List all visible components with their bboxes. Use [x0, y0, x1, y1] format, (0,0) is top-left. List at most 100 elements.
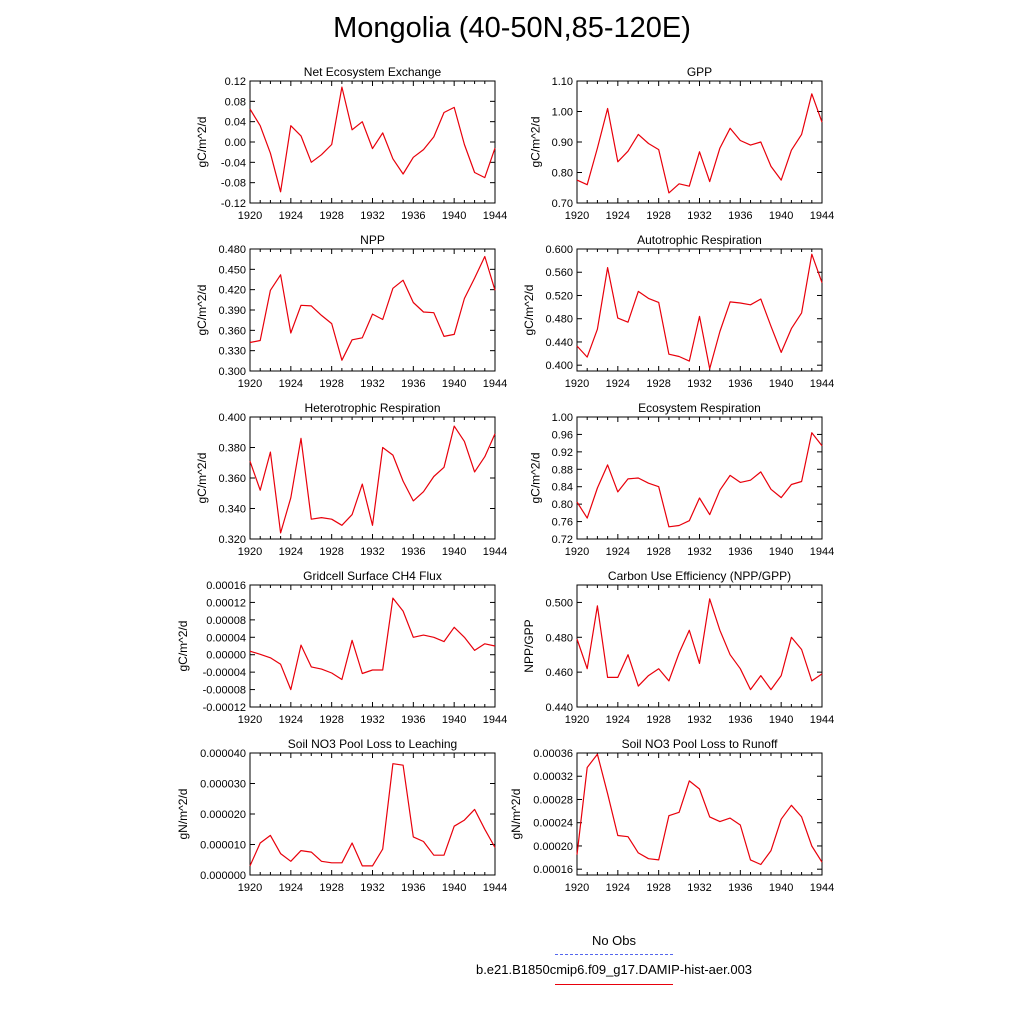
chart-6-frame — [576, 416, 823, 540]
chart-2-xtick-label: 1944 — [810, 210, 834, 222]
chart-7-ytick-label: 0.00012 — [206, 597, 246, 609]
chart-8-xtick-label: 1928 — [646, 714, 670, 726]
chart-1-xtick-label: 1924 — [279, 210, 303, 222]
chart-7-title: Gridcell Surface CH4 Flux — [303, 569, 442, 583]
chart-4-ytick-label: 0.400 — [545, 360, 573, 372]
chart-7-xtick-label: 1940 — [442, 714, 466, 726]
chart-4-ytick-label: 0.480 — [545, 314, 573, 326]
chart-3-ytick-label: 0.360 — [218, 325, 246, 337]
chart-5-ytick-label: 0.320 — [218, 534, 246, 546]
chart-4-xtick-label: 1944 — [810, 378, 834, 390]
legend-label-model: b.e21.B1850cmip6.f09_g17.DAMIP-hist-aer.… — [475, 962, 753, 977]
chart-1-ytick-label: 0.00 — [225, 137, 246, 149]
chart-10-ytick-label: 0.00028 — [533, 794, 573, 806]
chart-7-xtick-label: 1920 — [238, 714, 262, 726]
chart-1-xtick-label: 1936 — [401, 210, 425, 222]
chart-5-xtick-label: 1920 — [238, 546, 262, 558]
chart-6-series-line-1 — [576, 432, 823, 528]
chart-9-title: Soil NO3 Pool Loss to Leaching — [288, 737, 457, 751]
chart-6-xtick-label: 1924 — [606, 546, 630, 558]
chart-5-xtick-label: 1928 — [319, 546, 343, 558]
chart-1-series-line-1 — [249, 86, 496, 193]
chart-5-xtick-label: 1944 — [483, 546, 507, 558]
chart-2-xtick-label: 1932 — [687, 210, 711, 222]
chart-10-xtick-label: 1924 — [606, 882, 630, 894]
chart-10-xtick-label: 1944 — [810, 882, 834, 894]
chart-9-ytick-label: 0.000000 — [200, 870, 246, 882]
chart-1-ytick-label: 0.12 — [225, 76, 246, 88]
chart-6-ytick-label: 0.80 — [552, 499, 573, 511]
chart-3-xtick-label: 1920 — [238, 378, 262, 390]
chart-10-xtick-label: 1920 — [565, 882, 589, 894]
chart-6-ytick-label: 0.84 — [552, 482, 573, 494]
chart-7-xtick-label: 1944 — [483, 714, 507, 726]
chart-4-ytick-label: 0.600 — [545, 244, 573, 256]
chart-8-ytick-label: 0.500 — [545, 597, 573, 609]
chart-2-xtick-label: 1924 — [606, 210, 630, 222]
chart-10-xtick-label: 1932 — [687, 882, 711, 894]
legend-line-no-obs — [555, 954, 673, 955]
chart-8-xtick-label: 1944 — [810, 714, 834, 726]
chart-4-xtick-label: 1936 — [728, 378, 752, 390]
chart-2-ytick-label: 0.90 — [552, 137, 573, 149]
chart-7-ytick-label: -0.00008 — [203, 685, 246, 697]
chart-9-series-line-1 — [249, 763, 496, 867]
chart-1-ytick-label: 0.04 — [225, 117, 246, 129]
chart-7-frame — [249, 584, 496, 708]
chart-2-ytick-label: 0.70 — [552, 198, 573, 210]
chart-5-ytick-label: 0.400 — [218, 412, 246, 424]
chart-1-ylabel: gC/m^2/d — [195, 117, 209, 168]
chart-1-ytick-label: 0.08 — [225, 96, 246, 108]
chart-6-xtick-label: 1928 — [646, 546, 670, 558]
chart-7-ytick-label: 0.00008 — [206, 615, 246, 627]
chart-9-frame — [249, 752, 496, 876]
chart-10-xtick-label: 1940 — [769, 882, 793, 894]
chart-7-xtick-label: 1928 — [319, 714, 343, 726]
chart-8-xtick-label: 1940 — [769, 714, 793, 726]
chart-5-ytick-label: 0.340 — [218, 504, 246, 516]
chart-3-ytick-label: 0.420 — [218, 285, 246, 297]
chart-1-xtick-label: 1944 — [483, 210, 507, 222]
chart-5-series-line-1 — [249, 425, 496, 534]
chart-8-series-line-1 — [576, 598, 823, 691]
legend-label-no-obs: No Obs — [591, 933, 637, 948]
chart-9-ytick-label: 0.000010 — [200, 840, 246, 852]
chart-2-title: GPP — [687, 65, 712, 79]
chart-2-ytick-label: 1.00 — [552, 107, 573, 119]
chart-8-ytick-label: 0.480 — [545, 632, 573, 644]
chart-7-ytick-label: -0.00004 — [203, 667, 246, 679]
chart-8-frame — [576, 584, 823, 708]
chart-5-ytick-label: 0.360 — [218, 473, 246, 485]
chart-8-xtick-label: 1932 — [687, 714, 711, 726]
chart-5-xtick-label: 1924 — [279, 546, 303, 558]
chart-9-xtick-label: 1920 — [238, 882, 262, 894]
chart-1-ytick-label: -0.12 — [221, 198, 246, 210]
chart-9-xtick-label: 1936 — [401, 882, 425, 894]
chart-10-xtick-label: 1928 — [646, 882, 670, 894]
chart-6-ylabel: gC/m^2/d — [528, 453, 542, 504]
chart-6-ytick-label: 0.92 — [552, 447, 573, 459]
chart-3-ylabel: gC/m^2/d — [195, 285, 209, 336]
chart-3-xtick-label: 1936 — [401, 378, 425, 390]
chart-10-title: Soil NO3 Pool Loss to Runoff — [622, 737, 779, 751]
chart-5-xtick-label: 1932 — [360, 546, 384, 558]
chart-6-ytick-label: 0.96 — [552, 429, 573, 441]
chart-3-xtick-label: 1928 — [319, 378, 343, 390]
chart-7-ytick-label: -0.00012 — [203, 702, 246, 714]
chart-10-ytick-label: 0.00024 — [533, 818, 573, 830]
chart-4-xtick-label: 1928 — [646, 378, 670, 390]
chart-4-ytick-label: 0.520 — [545, 290, 573, 302]
chart-1-xtick-label: 1932 — [360, 210, 384, 222]
chart-2-xtick-label: 1936 — [728, 210, 752, 222]
chart-8-ytick-label: 0.440 — [545, 702, 573, 714]
chart-2-xtick-label: 1920 — [565, 210, 589, 222]
page-title: Mongolia (40-50N,85-120E) — [333, 12, 691, 44]
chart-10-ytick-label: 0.00020 — [533, 841, 573, 853]
chart-10-ytick-label: 0.00016 — [533, 864, 573, 876]
chart-2-ytick-label: 0.80 — [552, 168, 573, 180]
chart-6-ytick-label: 0.88 — [552, 464, 573, 476]
chart-9-xtick-label: 1928 — [319, 882, 343, 894]
chart-4-xtick-label: 1940 — [769, 378, 793, 390]
chart-3-title: NPP — [360, 233, 385, 247]
